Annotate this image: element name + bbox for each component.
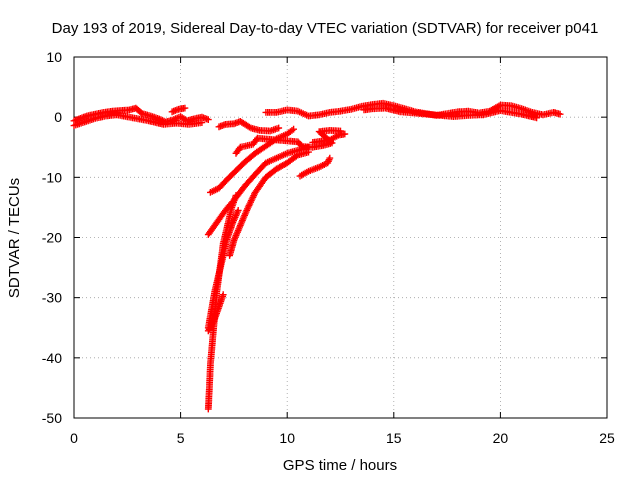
series-track-2 [204,207,242,332]
series-track-6 [226,148,312,259]
y-axis-title: SDTVAR / TECUs [6,178,23,298]
y-tick-label: -30 [42,290,62,306]
data-point [326,154,334,162]
x-tick-label: 0 [70,430,78,446]
data-point [204,116,212,123]
x-tick-label: 15 [386,430,402,446]
data-point [533,114,540,122]
data-point [341,130,349,138]
data-point [305,148,312,156]
y-tick-label: 10 [46,49,62,65]
chart-title: Day 193 of 2019, Sidereal Day-to-day VTE… [52,20,599,37]
x-tick-label: 10 [279,430,295,446]
series-track-7 [296,154,334,180]
y-tick-label: 0 [54,109,62,125]
axis-ticks: 0 5 10 15 20 25 10 0 -10 -20 -30 -40 -50 [42,49,615,446]
series-small-dashes-top [215,118,283,135]
x-tick-label: 25 [599,430,615,446]
data-point [556,110,564,118]
data-point [275,124,283,132]
y-tick-label: -10 [42,169,62,185]
x-tick-label: 5 [177,430,185,446]
data-point [219,291,227,299]
data-point [290,125,297,133]
series-main-band-lower [70,111,206,129]
series-tail-low [360,104,540,122]
series-track-3 [204,291,227,335]
data-point [209,319,217,327]
data-point [181,104,189,112]
x-tick-label: 20 [493,430,509,446]
data-points [70,99,564,413]
x-axis-title: GPS time / hours [283,457,397,474]
series-main-band-upper-5 [168,104,189,116]
y-tick-label: -20 [42,230,62,246]
y-tick-label: -40 [42,350,62,366]
data-point [234,207,242,214]
series-track-8 [309,130,349,146]
series-main-band [70,104,212,126]
series-track-4 [204,143,312,238]
y-tick-label: -50 [42,410,62,426]
data-point [198,119,206,126]
series-track-5 [207,125,297,196]
data-point [137,109,145,116]
